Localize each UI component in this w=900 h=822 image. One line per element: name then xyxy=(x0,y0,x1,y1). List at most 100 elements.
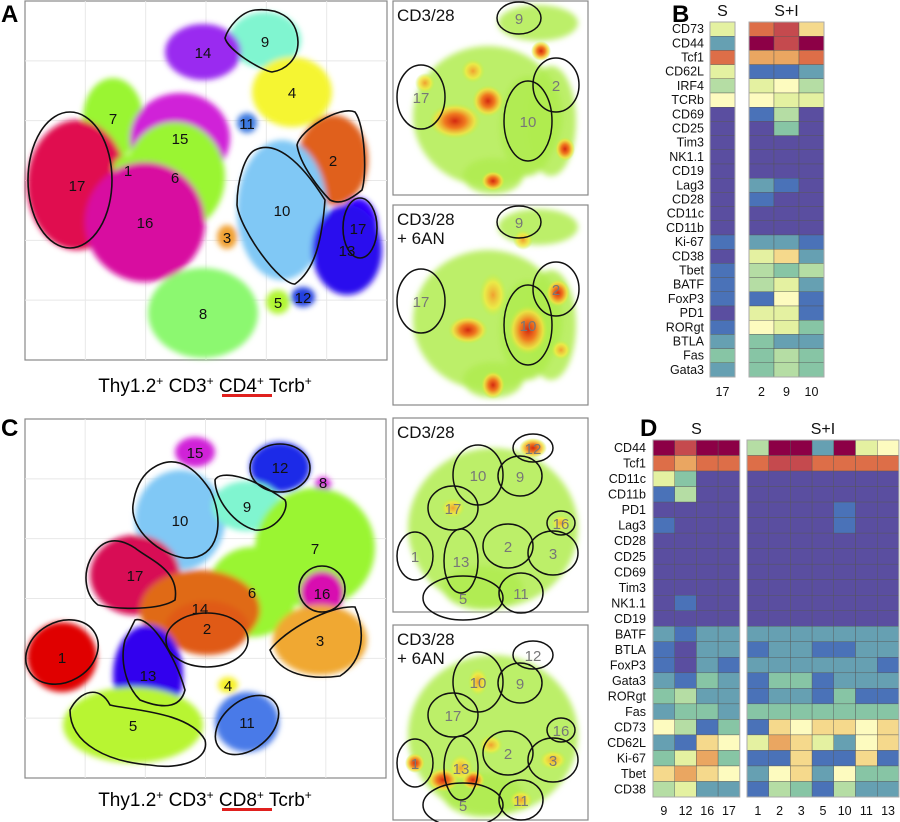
heatmap-cell xyxy=(833,719,856,736)
gate-label: 16 xyxy=(553,723,570,740)
heatmap-cell xyxy=(811,595,834,611)
cd4-underline xyxy=(222,394,272,397)
heatmap-cell xyxy=(748,92,775,108)
heatmap-cell xyxy=(768,688,791,705)
heatmap-cell xyxy=(855,470,878,487)
cluster-label: 3 xyxy=(316,633,324,650)
heatmap-cell xyxy=(811,517,834,534)
heatmap-cell xyxy=(746,657,769,674)
heatmap-row-label: BATF xyxy=(615,627,646,641)
heatmap-cell xyxy=(855,548,878,565)
heatmap-cell xyxy=(790,719,813,736)
heatmap-cell xyxy=(709,206,736,222)
panel-letter-b: B xyxy=(672,1,689,28)
heatmap-cell xyxy=(746,455,769,472)
heatmap-cell xyxy=(768,626,791,642)
heatmap-cell xyxy=(768,595,791,611)
heatmap-cell xyxy=(790,517,813,534)
density-hotspot xyxy=(415,73,435,93)
heatmap-cell xyxy=(717,610,740,627)
heatmap-cell xyxy=(696,563,719,580)
gate-outline xyxy=(546,510,576,536)
heatmap-cell xyxy=(746,595,769,611)
gate-label: 2 xyxy=(552,78,560,95)
heatmap-cell xyxy=(748,163,775,179)
heatmap-cell xyxy=(748,64,775,79)
heatmap-cell xyxy=(674,688,697,705)
cluster-label: 9 xyxy=(261,34,269,51)
density-hotspot xyxy=(539,750,567,770)
heatmap-cell xyxy=(674,641,697,658)
heatmap-cell xyxy=(798,206,825,222)
heatmap-row-label: CD62L xyxy=(665,65,704,79)
heatmap-cell xyxy=(717,595,740,611)
cluster-label: 17 xyxy=(69,178,86,195)
heatmap-cell xyxy=(877,532,900,549)
heatmap-cell xyxy=(709,21,736,37)
heatmap-cell xyxy=(709,78,736,94)
heatmap-column-label: 17 xyxy=(716,385,730,399)
cd8-underline xyxy=(222,808,272,811)
gate-outline xyxy=(497,455,543,497)
heatmap-cell xyxy=(773,277,800,293)
heatmap-cell xyxy=(696,750,719,767)
heatmap-column-label: 12 xyxy=(679,804,693,818)
heatmap-cell xyxy=(674,610,697,627)
cluster-label: 7 xyxy=(109,111,117,128)
gate-label: 3 xyxy=(549,546,557,563)
heatmap-cell xyxy=(833,610,856,627)
heatmap-cell xyxy=(811,719,834,736)
heatmap-cell xyxy=(877,703,900,720)
heatmap-row-label: RORgt xyxy=(666,320,705,334)
gate-label: 2 xyxy=(504,746,512,763)
density-hotspot xyxy=(551,515,571,531)
cluster-label: 8 xyxy=(319,475,327,492)
heatmap-cell xyxy=(877,610,900,627)
heatmap-cell xyxy=(798,106,825,122)
heatmap-cell xyxy=(696,719,719,736)
gate-label: 11 xyxy=(513,793,529,810)
density-hotspot xyxy=(519,438,547,458)
cluster-label: 10 xyxy=(274,203,291,220)
heatmap-row-label: BATF xyxy=(673,278,704,292)
heatmap-cell xyxy=(696,688,719,705)
heatmap-cell xyxy=(652,579,675,596)
heatmap-row-label: CD69 xyxy=(672,107,704,121)
heatmap-cell xyxy=(717,563,740,580)
heatmap-cell xyxy=(855,595,878,611)
heatmap-cell xyxy=(748,50,775,65)
heatmap-cell xyxy=(790,532,813,549)
heatmap-cell xyxy=(768,548,791,565)
density-plot-cd4-cd3-28: 9 17 2 10 CD3/28 xyxy=(392,0,589,196)
heatmap-row-label: Tcf1 xyxy=(681,50,704,64)
heatmap-row-label: CD69 xyxy=(614,565,646,579)
heatmap-cell xyxy=(709,305,736,321)
heatmap-row-label: CD73 xyxy=(614,720,646,734)
gate-outline xyxy=(422,575,504,621)
gate-outline xyxy=(482,730,534,776)
density-plot-cd8-cd3-28: 12 10 9 17 16 1 13 2 3 5 11 CD3/28 xyxy=(392,417,589,621)
density-hotspot xyxy=(481,371,505,399)
heatmap-cell xyxy=(798,277,825,293)
heatmap-row-label: IRF4 xyxy=(677,79,704,93)
heatmap-cell xyxy=(652,501,675,518)
density-hotspot xyxy=(508,305,548,355)
heatmap-cell xyxy=(790,765,813,782)
heatmap-cell xyxy=(652,626,675,642)
gate-label: 17 xyxy=(413,90,430,107)
heatmap-cell xyxy=(790,486,813,503)
heatmap-row-label: CD11b xyxy=(666,221,704,235)
heatmap-cell xyxy=(748,206,775,222)
heatmap-row-label: Tbet xyxy=(621,767,647,781)
heatmap-cell xyxy=(833,579,856,596)
heatmap-cell xyxy=(877,781,900,798)
heatmap-cell xyxy=(746,719,769,736)
heatmap-row-label: TCRb xyxy=(671,93,704,107)
cluster-label: 15 xyxy=(172,131,189,148)
heatmap-row-label: Lag3 xyxy=(676,178,704,192)
cluster-label: 8 xyxy=(199,306,207,323)
heatmap-cell xyxy=(717,470,740,487)
heatmap-cell xyxy=(798,177,825,193)
caption-cd8: Thy1.2+ CD3+ CD8+ Tcrb+ xyxy=(98,788,312,811)
